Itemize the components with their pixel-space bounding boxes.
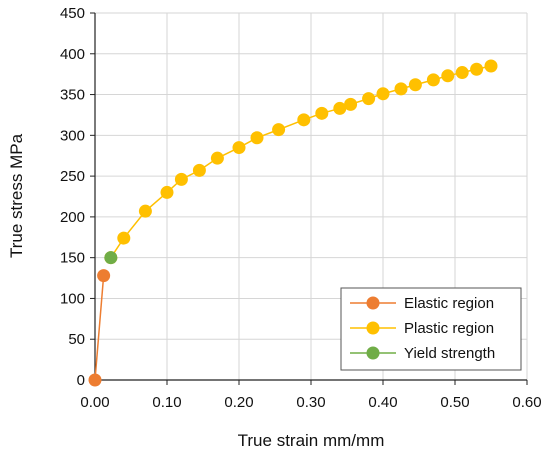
x-tick-label: 0.50 [440,394,469,411]
data-point-plastic-region [394,82,408,96]
data-point-plastic-region [250,131,264,145]
data-point-plastic-region [344,97,358,111]
y-tick-label: 200 [60,209,85,226]
x-tick-label: 0.00 [80,394,109,411]
data-point-plastic-region [426,73,440,87]
data-point-plastic-region [315,106,329,120]
data-point-plastic-region [376,87,390,101]
legend-marker-elastic-region [366,296,380,310]
data-point-plastic-region [484,59,498,73]
data-point-elastic-region [88,373,102,387]
x-tick-label: 0.10 [152,394,181,411]
data-point-plastic-region [297,113,311,127]
x-tick-labels: 0.00 0.10 0.20 0.30 0.40 0.50 0.60 [80,394,541,411]
legend-label-yield-strength: Yield strength [404,345,495,362]
x-tick-label: 0.60 [512,394,541,411]
grid [90,12,528,385]
y-tick-label: 0 [77,372,85,389]
data-point-plastic-region [160,185,174,199]
series-line-elastic-region [94,275,105,381]
y-tick-label: 450 [60,5,85,22]
series [88,59,498,387]
y-tick-label: 350 [60,87,85,104]
y-tick-label: 300 [60,127,85,144]
legend-marker-plastic-region [366,321,380,335]
x-tick-label: 0.40 [368,394,397,411]
series-yield-strength [104,251,118,265]
legend-label-elastic-region: Elastic region [404,295,494,312]
data-point-plastic-region [441,69,455,83]
data-point-elastic-region [97,269,111,283]
x-tick-label: 0.30 [296,394,325,411]
data-point-plastic-region [362,92,376,106]
data-point-plastic-region [333,101,347,115]
y-axis-title: True stress MPa [7,133,26,258]
data-point-plastic-region [210,151,224,165]
data-point-plastic-region [272,123,286,137]
data-point-plastic-region [174,172,188,186]
axes [94,13,527,381]
y-tick-label: 50 [68,331,85,348]
x-tick-label: 0.20 [224,394,253,411]
y-tick-label: 250 [60,168,85,185]
data-point-yield-strength [104,251,118,265]
legend-label-plastic-region: Plastic region [404,320,494,337]
x-axis-title: True strain mm/mm [238,431,385,450]
y-tick-label: 400 [60,46,85,63]
series-elastic-region [88,269,111,387]
legend: Elastic region Plastic region Yield streng… [340,287,522,371]
data-point-plastic-region [138,204,152,218]
data-point-plastic-region [117,231,131,245]
data-point-plastic-region [455,66,469,80]
legend-marker-yield-strength [366,346,380,360]
data-point-plastic-region [232,141,246,155]
data-point-plastic-region [192,163,206,177]
y-tick-label: 150 [60,250,85,267]
data-point-plastic-region [408,78,422,92]
y-tick-labels: 0 50 100 150 200 250 300 350 400 450 [60,5,85,389]
data-point-plastic-region [470,62,484,76]
series-plastic-region [104,59,498,265]
y-tick-label: 100 [60,290,85,307]
